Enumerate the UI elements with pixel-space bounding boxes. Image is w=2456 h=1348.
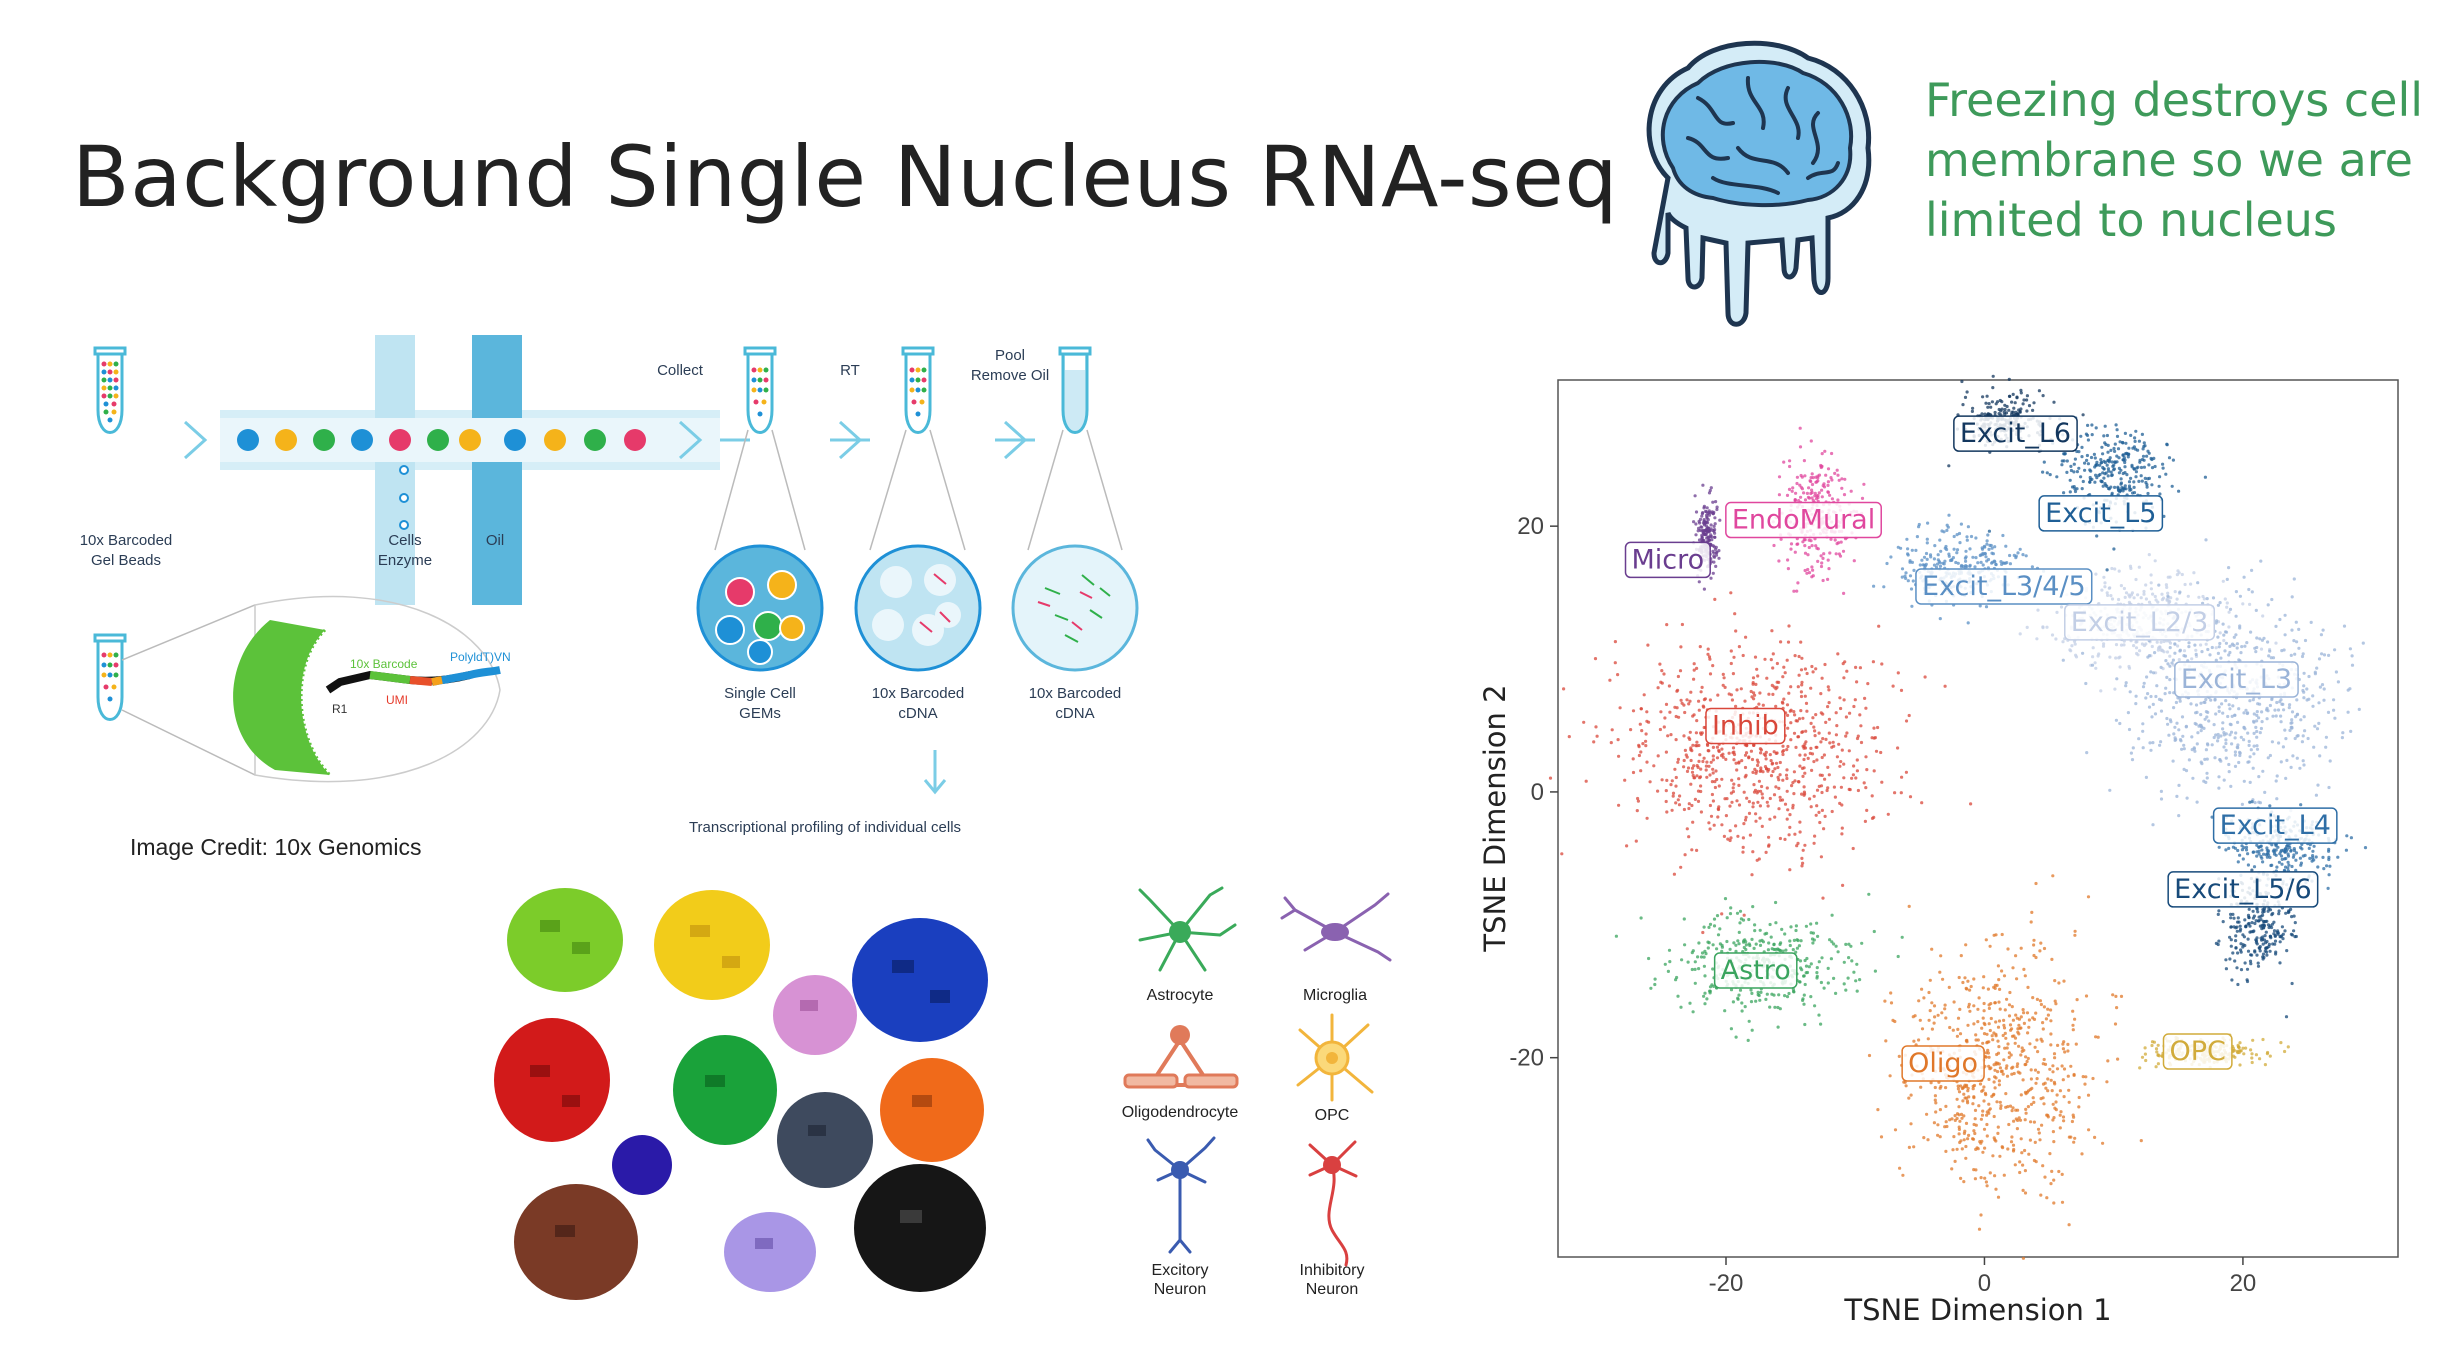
astrocyte-label: Astrocyte <box>1147 987 1214 1004</box>
label-oligo: Oligo <box>1901 1045 1985 1082</box>
umi-label: UMI <box>386 693 408 707</box>
astrocyte-icon <box>1138 886 1237 972</box>
label-excit-l2-3: Excit_L2/3 <box>2064 604 2216 641</box>
lego-indigo-pile <box>612 1135 672 1195</box>
pool-tube-icon <box>1058 346 1092 434</box>
lego-slate-pile <box>777 1092 873 1188</box>
lego-brown-pile <box>514 1184 638 1300</box>
label-astro: Astro <box>1713 952 1798 989</box>
cdna2-label: 10x Barcoded <box>1029 685 1122 702</box>
rt-tube-icon <box>901 346 935 434</box>
microfluidic-chip <box>220 335 720 605</box>
label-endomural: EndoMural <box>1725 501 1882 539</box>
x-tick-label: 0 <box>1978 1270 1991 1297</box>
inhibitory-label-2: Neuron <box>1306 1281 1358 1298</box>
collect-label: Collect <box>657 362 704 379</box>
pool-label: Pool <box>995 347 1025 364</box>
microglia-icon <box>1280 892 1392 962</box>
oil-label: Oil <box>486 532 504 549</box>
oligodendrocyte-icon <box>1123 1025 1239 1089</box>
frozen-brain-icon <box>1646 40 1872 327</box>
opc-icon <box>1296 1013 1374 1102</box>
beads-label-2: Gel Beads <box>91 552 161 569</box>
lego-black-pile <box>854 1164 986 1292</box>
inhibitory-neuron-icon <box>1308 1140 1358 1267</box>
r1-label: R1 <box>332 702 348 716</box>
lego-red-pile <box>494 1018 610 1142</box>
y-tick-label: 20 <box>1517 513 1544 540</box>
y-tick-label: -20 <box>1509 1045 1544 1072</box>
x-axis-label: TSNE Dimension 1 <box>1843 1293 2111 1327</box>
beads-label: 10x Barcoded <box>80 532 173 549</box>
axis-ticks-layer: -20 0 20 20 0 -20 <box>1509 513 2256 1297</box>
profiling-label: Transcriptional profiling of individual … <box>689 819 961 836</box>
label-excit-l5-6: Excit_L5/6 <box>2167 871 2319 908</box>
label-micro: Micro <box>1624 541 1711 579</box>
x-tick-label: -20 <box>1709 1270 1744 1297</box>
lego-yellow-pile <box>654 890 770 1000</box>
remove-oil-label: Remove Oil <box>971 367 1049 384</box>
collect-tube-icon <box>743 346 777 434</box>
cdna-circle-1 <box>854 544 982 672</box>
lego-orange-pile <box>880 1058 984 1162</box>
cells-label: Cells <box>388 532 421 549</box>
label-inhib: Inhib <box>1705 707 1786 745</box>
gems-label: Single Cell <box>724 685 796 702</box>
gel-bead-detail <box>233 620 501 777</box>
freezing-note: Freezing destroys cell membrane so we ar… <box>1925 73 2424 247</box>
cdna2-label-2: cDNA <box>1055 705 1094 722</box>
label-excit-l5: Excit_L5 <box>2038 495 2164 532</box>
opc-label: OPC <box>1315 1107 1350 1124</box>
lego-green-pile <box>673 1035 777 1145</box>
y-tick-label: 0 <box>1531 779 1544 806</box>
rt-label: RT <box>840 362 860 379</box>
y-axis-label: TSNE Dimension 2 <box>1478 684 1512 952</box>
lego-clusters-image <box>494 888 988 1300</box>
microglia-label: Microglia <box>1303 987 1367 1004</box>
lego-pink-pile <box>773 975 857 1055</box>
excitatory-label-2: Neuron <box>1154 1281 1206 1298</box>
slide-title: Background Single Nucleus RNA-seq <box>72 128 1619 226</box>
label-excit-l6: Excit_L6 <box>1953 415 2078 452</box>
barcode-label: 10x Barcode <box>350 657 418 671</box>
gel-beads-tube-icon <box>93 346 127 434</box>
cdna1-label-2: cDNA <box>898 705 937 722</box>
label-excit-l3: Excit_L3 <box>2174 661 2299 698</box>
lego-blue-pile <box>852 918 988 1042</box>
image-credit: Image Credit: 10x Genomics <box>130 834 422 860</box>
cell-types-panel: Astrocyte Microglia Oligodendrocyte OPC … <box>1122 886 1392 1298</box>
lego-lavender-pile <box>724 1212 816 1292</box>
label-excit-l4: Excit_L4 <box>2212 807 2338 844</box>
label-opc: OPC <box>2162 1033 2233 1070</box>
cluster-inhib <box>1548 591 1973 935</box>
cdna-circle-2 <box>1011 544 1139 672</box>
cdna1-label: 10x Barcoded <box>872 685 965 702</box>
excitatory-label: Excitory <box>1152 1262 1209 1279</box>
cluster-labels-layer: Excit_L6 Excit_L5 EndoMural Micro Excit_L3/4… <box>1624 415 2338 1082</box>
polyd-label: PolyldT)VN <box>450 650 511 664</box>
label-excit-l3-4-5: Excit_L3/4/5 <box>1915 568 2093 605</box>
bead-tube-icon <box>93 633 127 721</box>
cells-label-2: Enzyme <box>378 552 432 569</box>
tsne-chart: Excit_L6 Excit_L5 EndoMural Micro Excit_L3/4… <box>1478 374 2399 1327</box>
oligodendrocyte-label: Oligodendrocyte <box>1122 1104 1239 1121</box>
excitatory-neuron-icon <box>1146 1136 1216 1254</box>
x-tick-label: 20 <box>2230 1270 2257 1297</box>
lego-lime-pile <box>507 888 623 992</box>
workflow-diagram: 10x Barcoded Gel Beads Cells Enzyme Oil … <box>80 335 1139 836</box>
gems-label-2: GEMs <box>739 705 781 722</box>
gems-circle <box>696 544 824 672</box>
inhibitory-label: Inhibitory <box>1300 1262 1365 1279</box>
cluster-excit-l3 <box>2061 538 2365 827</box>
